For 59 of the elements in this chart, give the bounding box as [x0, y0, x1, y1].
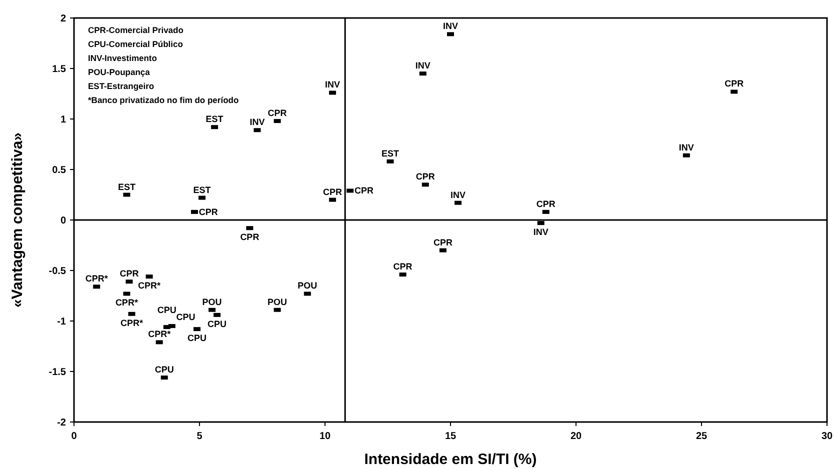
text: INV [415, 60, 430, 71]
text: CPU [157, 305, 176, 316]
text: INV [450, 190, 466, 200]
y-axis-title: «Vantagem competitiva» [9, 132, 26, 308]
series-label: CPU [176, 312, 196, 322]
text: CPR [120, 268, 139, 279]
y-tick-label: 1 [60, 114, 66, 126]
text: CPR* [148, 329, 171, 340]
y-tick-label: -1 [57, 316, 66, 328]
series-label: POU [202, 296, 222, 307]
text: CPR [724, 78, 744, 89]
text: CPR* [120, 318, 143, 328]
x-tick-label: 10 [319, 431, 331, 442]
text: CPU [208, 318, 227, 329]
annotation: INV-Investimento [88, 53, 157, 63]
x-axis-title: Intensidade em SI/TI (%) [364, 451, 537, 468]
x-tick-label: 30 [821, 431, 833, 442]
series-label: EST [118, 182, 136, 192]
y-tick-label: 2 [60, 14, 66, 24]
annotation: CPU-Comercial Público [88, 39, 183, 49]
text: CPR [536, 198, 556, 209]
y-tick-label: 0.5 [52, 165, 66, 176]
text: CPR* [85, 274, 108, 284]
text: INV [678, 142, 694, 152]
x-tick-label: 20 [570, 431, 582, 442]
annotation: POU-Poupança [88, 67, 150, 77]
text: CPR [393, 262, 412, 272]
text: EST [206, 114, 224, 124]
series-label: CPR [354, 186, 374, 196]
text: CPU [187, 333, 206, 344]
text: INV [533, 227, 548, 238]
x-tick-label: 0 [71, 431, 78, 442]
text: CPR [323, 186, 342, 197]
text: EST [382, 148, 400, 158]
text: INV [325, 80, 340, 90]
y-tick-label: -2 [57, 418, 66, 428]
y-tick-label: -1.5 [48, 367, 66, 378]
text: CPR [416, 172, 435, 182]
text: CPR [240, 232, 260, 242]
y-tick-label: -0.5 [48, 266, 66, 277]
text: CPR [268, 108, 287, 118]
annotation: EST-Estrangeiro [88, 81, 154, 91]
text: CPU [154, 364, 174, 375]
text: EST [193, 184, 211, 195]
x-tick-label: 15 [444, 431, 456, 442]
series-label: CPR* [115, 298, 138, 308]
y-tick-label: 1.5 [52, 64, 66, 75]
x-tick-label: 25 [696, 431, 708, 442]
text: CPR [433, 237, 452, 248]
annotation: CPR-Comercial Privado [88, 25, 184, 35]
series-label: INV [442, 21, 458, 32]
text: CPR [198, 206, 218, 217]
text: CPR* [138, 280, 161, 291]
annotation: *Banco privatizado no fim do período [88, 95, 239, 105]
x-tick-label: 5 [196, 431, 203, 442]
text: INV [250, 117, 265, 128]
text: POU [268, 296, 288, 307]
text: POU [298, 280, 318, 291]
y-tick-label: 0 [60, 216, 66, 226]
